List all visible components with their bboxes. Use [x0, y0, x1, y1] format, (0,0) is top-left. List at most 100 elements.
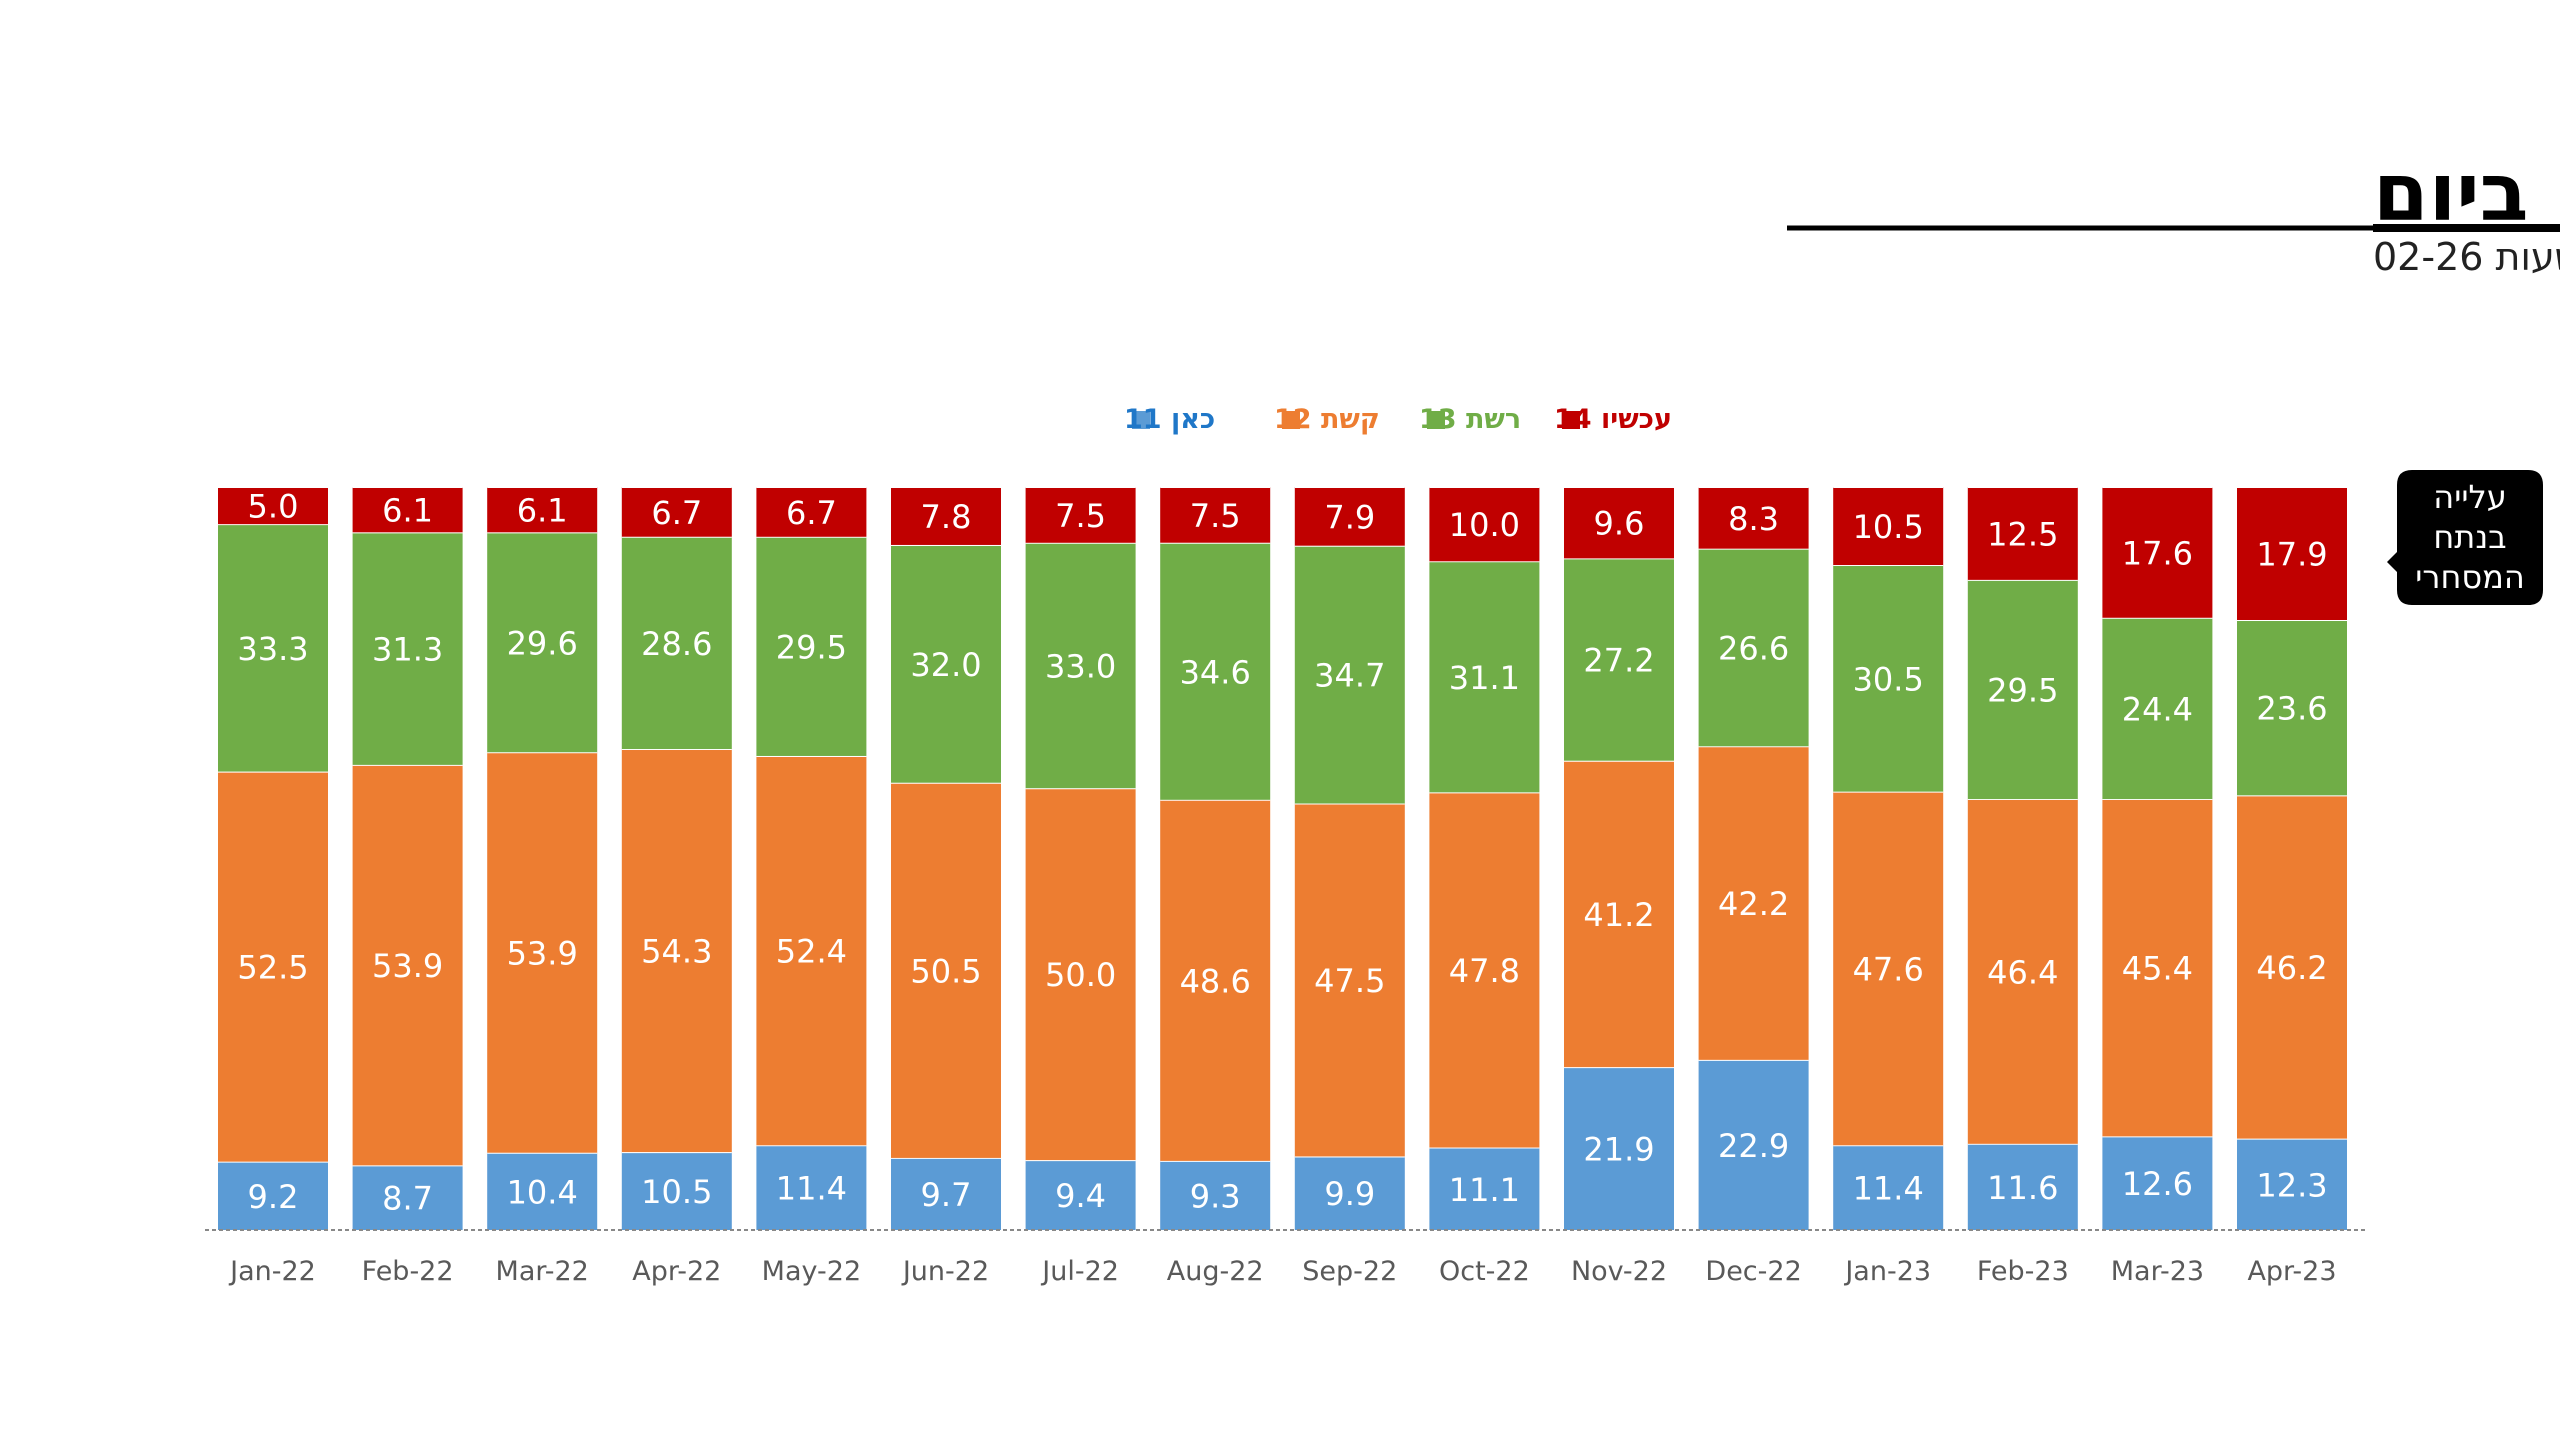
bar-segment [1698, 1059, 1809, 1230]
x-tick-label: Apr-22 [632, 1256, 721, 1287]
bar-segment [487, 752, 598, 1153]
bar-segment [1294, 545, 1405, 804]
data-label: 7.5 [1055, 497, 1106, 535]
bar-segment [1025, 542, 1136, 789]
chart-subtitle: ממוצע חודשי, בימי החול, בשעות 02-26 [2373, 235, 2560, 279]
data-label: 9.6 [1594, 505, 1645, 543]
bar-segment [621, 1152, 732, 1230]
data-label: 10.5 [1853, 508, 1924, 546]
data-label: 10.5 [641, 1173, 712, 1211]
data-label: 50.0 [1045, 956, 1116, 994]
data-label: 17.6 [2122, 534, 2193, 572]
bar-segment [1967, 487, 2078, 580]
bar-segment [218, 487, 328, 525]
data-label: 41.2 [1583, 896, 1654, 934]
bar-segment [1429, 1147, 1540, 1230]
data-label: 46.2 [2256, 949, 2327, 987]
data-label: 33.3 [237, 630, 308, 668]
data-label: 45.4 [2122, 950, 2193, 988]
bar-segment [1833, 487, 1944, 566]
bar-segment [487, 532, 598, 753]
x-tick-label: Feb-22 [362, 1256, 454, 1287]
callout-bubble [2387, 470, 2543, 605]
bar-segment [621, 749, 732, 1153]
bar-segment [756, 536, 867, 756]
legend-label: עכשיו 14 [1554, 404, 1672, 435]
bar-segment [1025, 487, 1136, 543]
legend-swatch [1282, 411, 1300, 429]
bar-segment [1564, 760, 1674, 1068]
data-label: 12.6 [2122, 1165, 2193, 1203]
legend-label: רשת 13 [1419, 404, 1521, 435]
bar-segment [352, 1165, 463, 1230]
data-label: 11.4 [776, 1170, 847, 1208]
bar-segment [756, 487, 867, 537]
legend: עכשיו 14 רשת 13 קשת 12 כאן 11 [1124, 404, 1672, 435]
data-label: 22.9 [1718, 1127, 1789, 1165]
data-label: 10.4 [507, 1173, 578, 1211]
x-tick-label: Mar-22 [496, 1256, 589, 1287]
legend-label: כאן 11 [1124, 404, 1215, 435]
data-label: 34.7 [1314, 657, 1385, 695]
x-tick-label: Feb-23 [1977, 1256, 2069, 1287]
bar-segment [756, 1145, 867, 1230]
bar-segment [1429, 792, 1540, 1148]
bar-segment [621, 536, 732, 750]
data-label: 46.4 [1987, 953, 2058, 991]
x-tick-label: Jun-22 [901, 1256, 989, 1287]
bar-segment [2102, 1136, 2213, 1230]
data-label: 8.3 [1728, 500, 1779, 538]
data-label: 9.7 [921, 1176, 972, 1214]
data-label: 53.9 [372, 947, 443, 985]
bar-segment [1429, 487, 1540, 562]
bar-segment [352, 487, 463, 533]
bar-segment [2237, 487, 2347, 620]
bar-segment [1025, 788, 1136, 1161]
data-label: 31.3 [372, 631, 443, 669]
x-tick-label: Jul-22 [1040, 1256, 1119, 1287]
bar-segment [1294, 487, 1405, 546]
x-tick-label: Oct-22 [1439, 1256, 1530, 1287]
data-label: 32.0 [910, 646, 981, 684]
data-label: 29.6 [507, 624, 578, 662]
bar-segment [891, 782, 1001, 1158]
data-label: 6.7 [651, 494, 702, 532]
bar-segment [1698, 548, 1809, 747]
x-tick-label: Apr-23 [2247, 1256, 2336, 1287]
bar-segment [1160, 1160, 1271, 1230]
data-label: 9.3 [1190, 1177, 1241, 1215]
data-label: 7.5 [1190, 497, 1241, 535]
bar-segment [2237, 619, 2347, 796]
data-label: 52.5 [237, 949, 308, 987]
bar-segment [1025, 1160, 1136, 1230]
data-label: 9.4 [1055, 1177, 1106, 1215]
x-tick-label: Sep-22 [1302, 1256, 1397, 1287]
data-label: 31.1 [1449, 659, 1520, 697]
bar-segment [487, 487, 598, 533]
data-label: 52.4 [776, 933, 847, 971]
bar-segment [2237, 795, 2347, 1139]
bar-segment [1698, 487, 1809, 549]
data-label: 6.1 [517, 492, 568, 530]
bar-segment [2102, 617, 2213, 800]
data-label: 34.6 [1180, 653, 1251, 691]
data-label: 26.6 [1718, 629, 1789, 667]
data-label: 29.5 [776, 628, 847, 666]
data-label: 9.9 [1324, 1175, 1375, 1213]
data-label: 6.7 [786, 494, 837, 532]
data-label: 50.5 [910, 952, 981, 990]
bar-segment [1294, 803, 1405, 1157]
data-label: 7.9 [1324, 498, 1375, 536]
data-label: 17.9 [2256, 535, 2327, 573]
bar-segment [218, 1161, 328, 1230]
data-label: 29.5 [1987, 671, 2058, 709]
x-tick-label: Dec-22 [1705, 1256, 1801, 1287]
data-label: 47.8 [1449, 952, 1520, 990]
x-tick-label: Nov-22 [1571, 1256, 1667, 1287]
data-label: 42.2 [1718, 885, 1789, 923]
bar-segment [487, 1152, 598, 1230]
bar-segment [891, 1157, 1001, 1230]
data-label: 7.8 [921, 498, 972, 536]
